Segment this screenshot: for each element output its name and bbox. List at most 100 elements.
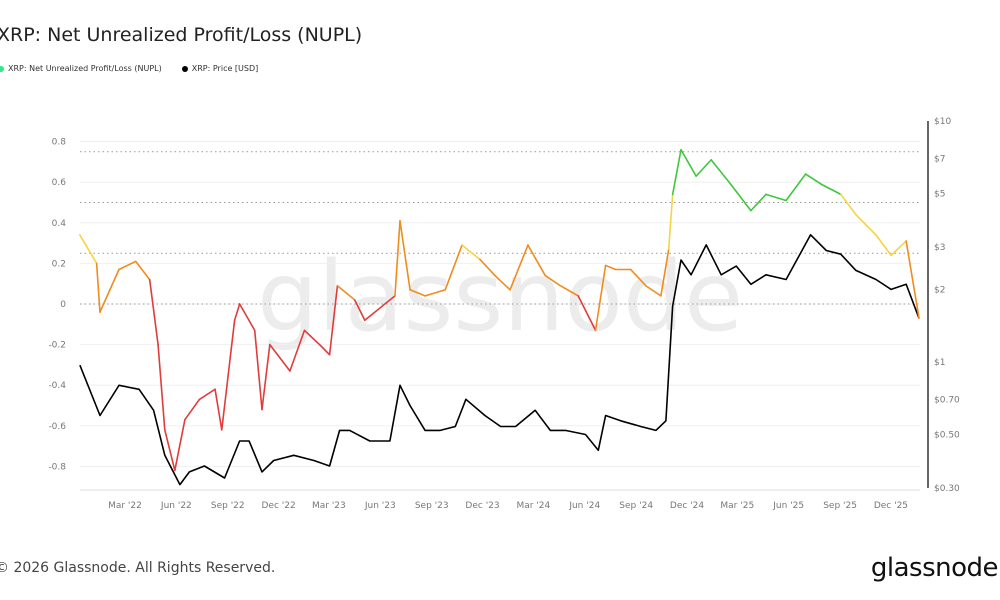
nupl-segment [890,240,907,257]
nupl-segment [559,284,580,297]
legend-dot-nupl [0,65,4,72]
nupl-segment [667,193,674,250]
y-left-tick-label: 0.4 [52,219,67,229]
x-tick-label: Sep '22 [211,501,245,511]
y-left-tick-label: 0.6 [52,178,67,188]
nupl-segment [820,183,842,196]
y-left-tick-label: 0 [60,300,66,310]
nupl-segment [409,288,426,297]
y-left-tick-label: -0.2 [48,341,66,351]
x-tick-label: Jun '25 [772,501,804,511]
nupl-segment [336,284,356,301]
nupl-segment [577,295,597,332]
nupl-segment [174,418,186,472]
nupl-segment [148,278,159,346]
nupl-segment [363,295,396,322]
nupl-segment [318,343,331,356]
x-tick-label: Mar '24 [516,501,550,511]
nupl-segment [253,329,263,411]
nupl-segment [750,193,767,212]
nupl-segment [328,284,339,356]
nupl-segment [95,262,101,313]
x-tick-label: Sep '25 [823,501,857,511]
y-right-tick-label: $7 [934,154,945,164]
nupl-segment [198,388,216,401]
nupl-segment [184,398,201,421]
x-tick-label: Mar '25 [720,501,754,511]
nupl-segment [261,343,271,411]
legend-dot-price [181,65,188,72]
nupl-segment [785,173,807,202]
y-right-tick-label: $2 [934,285,945,295]
y-right-tick-label: $10 [934,117,951,127]
nupl-segment [765,193,787,202]
nupl-segment [645,284,662,297]
y-right-tick-label: $0.30 [934,484,960,494]
watermark: glassnode [257,241,743,353]
x-tick-label: Sep '24 [619,501,653,511]
legend-item-nupl[interactable]: XRP: Net Unrealized Profit/Loss (NUPL) [0,64,162,73]
legend-label-price: XRP: Price [USD] [191,64,259,73]
copyright-footer: © 2026 Glassnode. All Rights Reserved. [0,560,276,576]
nupl-segment [855,213,877,236]
x-tick-label: Dec '24 [670,501,704,511]
nupl-segment [527,244,547,277]
nupl-segment [905,240,920,320]
x-tick-label: Jun '23 [364,501,396,511]
y-left-tick-label: 0.2 [52,259,66,269]
y-right-tick-label: $5 [934,190,945,200]
y-left-tick-label: -0.6 [48,422,66,432]
y-left-tick-label: -0.4 [48,381,66,391]
legend-label-nupl: XRP: Net Unrealized Profit/Loss (NUPL) [8,64,162,73]
nupl-segment [629,268,647,287]
x-tick-label: Jun '24 [568,501,600,511]
nupl-segment [729,183,752,212]
nupl-segment [157,343,166,431]
nupl-segment [289,329,306,372]
nupl-segment [220,319,236,431]
nupl-segment [840,193,857,216]
nupl-segment [875,234,892,257]
x-tick-label: Mar '22 [108,501,142,511]
nupl-segment [79,234,98,265]
legend: XRP: Net Unrealized Profit/Loss (NUPL) X… [0,64,258,73]
nupl-segment [424,288,447,297]
nupl-segment [660,248,670,297]
nupl-segment [444,244,463,291]
nupl-segment [695,159,712,177]
nupl-segment [214,388,223,431]
nupl-segment [604,264,617,271]
y-right-tick-label: $1 [934,358,945,368]
x-tick-label: Dec '25 [874,501,908,511]
nupl-segment [99,268,120,313]
y-left-tick-label: -0.8 [48,462,66,472]
price-line [79,234,920,486]
nupl-segment [163,429,176,472]
nupl-segment [494,274,511,291]
x-tick-label: Sep '23 [415,501,449,511]
nupl-segment [710,159,732,186]
nupl-segment [233,303,241,322]
nupl-segment [461,244,481,261]
nupl-segment [544,274,562,287]
nupl-segment [353,299,366,322]
nupl-segment [509,244,529,291]
nupl-segment [118,260,137,271]
y-right-tick-label: $0.70 [934,395,960,405]
x-tick-label: Dec '22 [262,501,296,511]
nupl-segment [594,264,607,332]
legend-item-price[interactable]: XRP: Price [USD] [181,64,259,73]
nupl-segment [269,343,291,372]
nupl-segment [399,219,411,291]
y-right-tick-label: $3 [934,243,945,253]
nupl-segment [479,258,496,277]
x-tick-label: Mar '23 [312,501,346,511]
y-left-tick-label: 0.8 [52,138,67,148]
glassnode-logo[interactable]: glassnode [870,553,999,583]
nupl-segment [804,173,823,186]
x-tick-label: Jun '22 [160,501,192,511]
nupl-segment [134,260,151,281]
y-right-tick-label: $0.50 [934,431,960,441]
chart-title: XRP: Net Unrealized Profit/Loss (NUPL) [0,24,363,46]
